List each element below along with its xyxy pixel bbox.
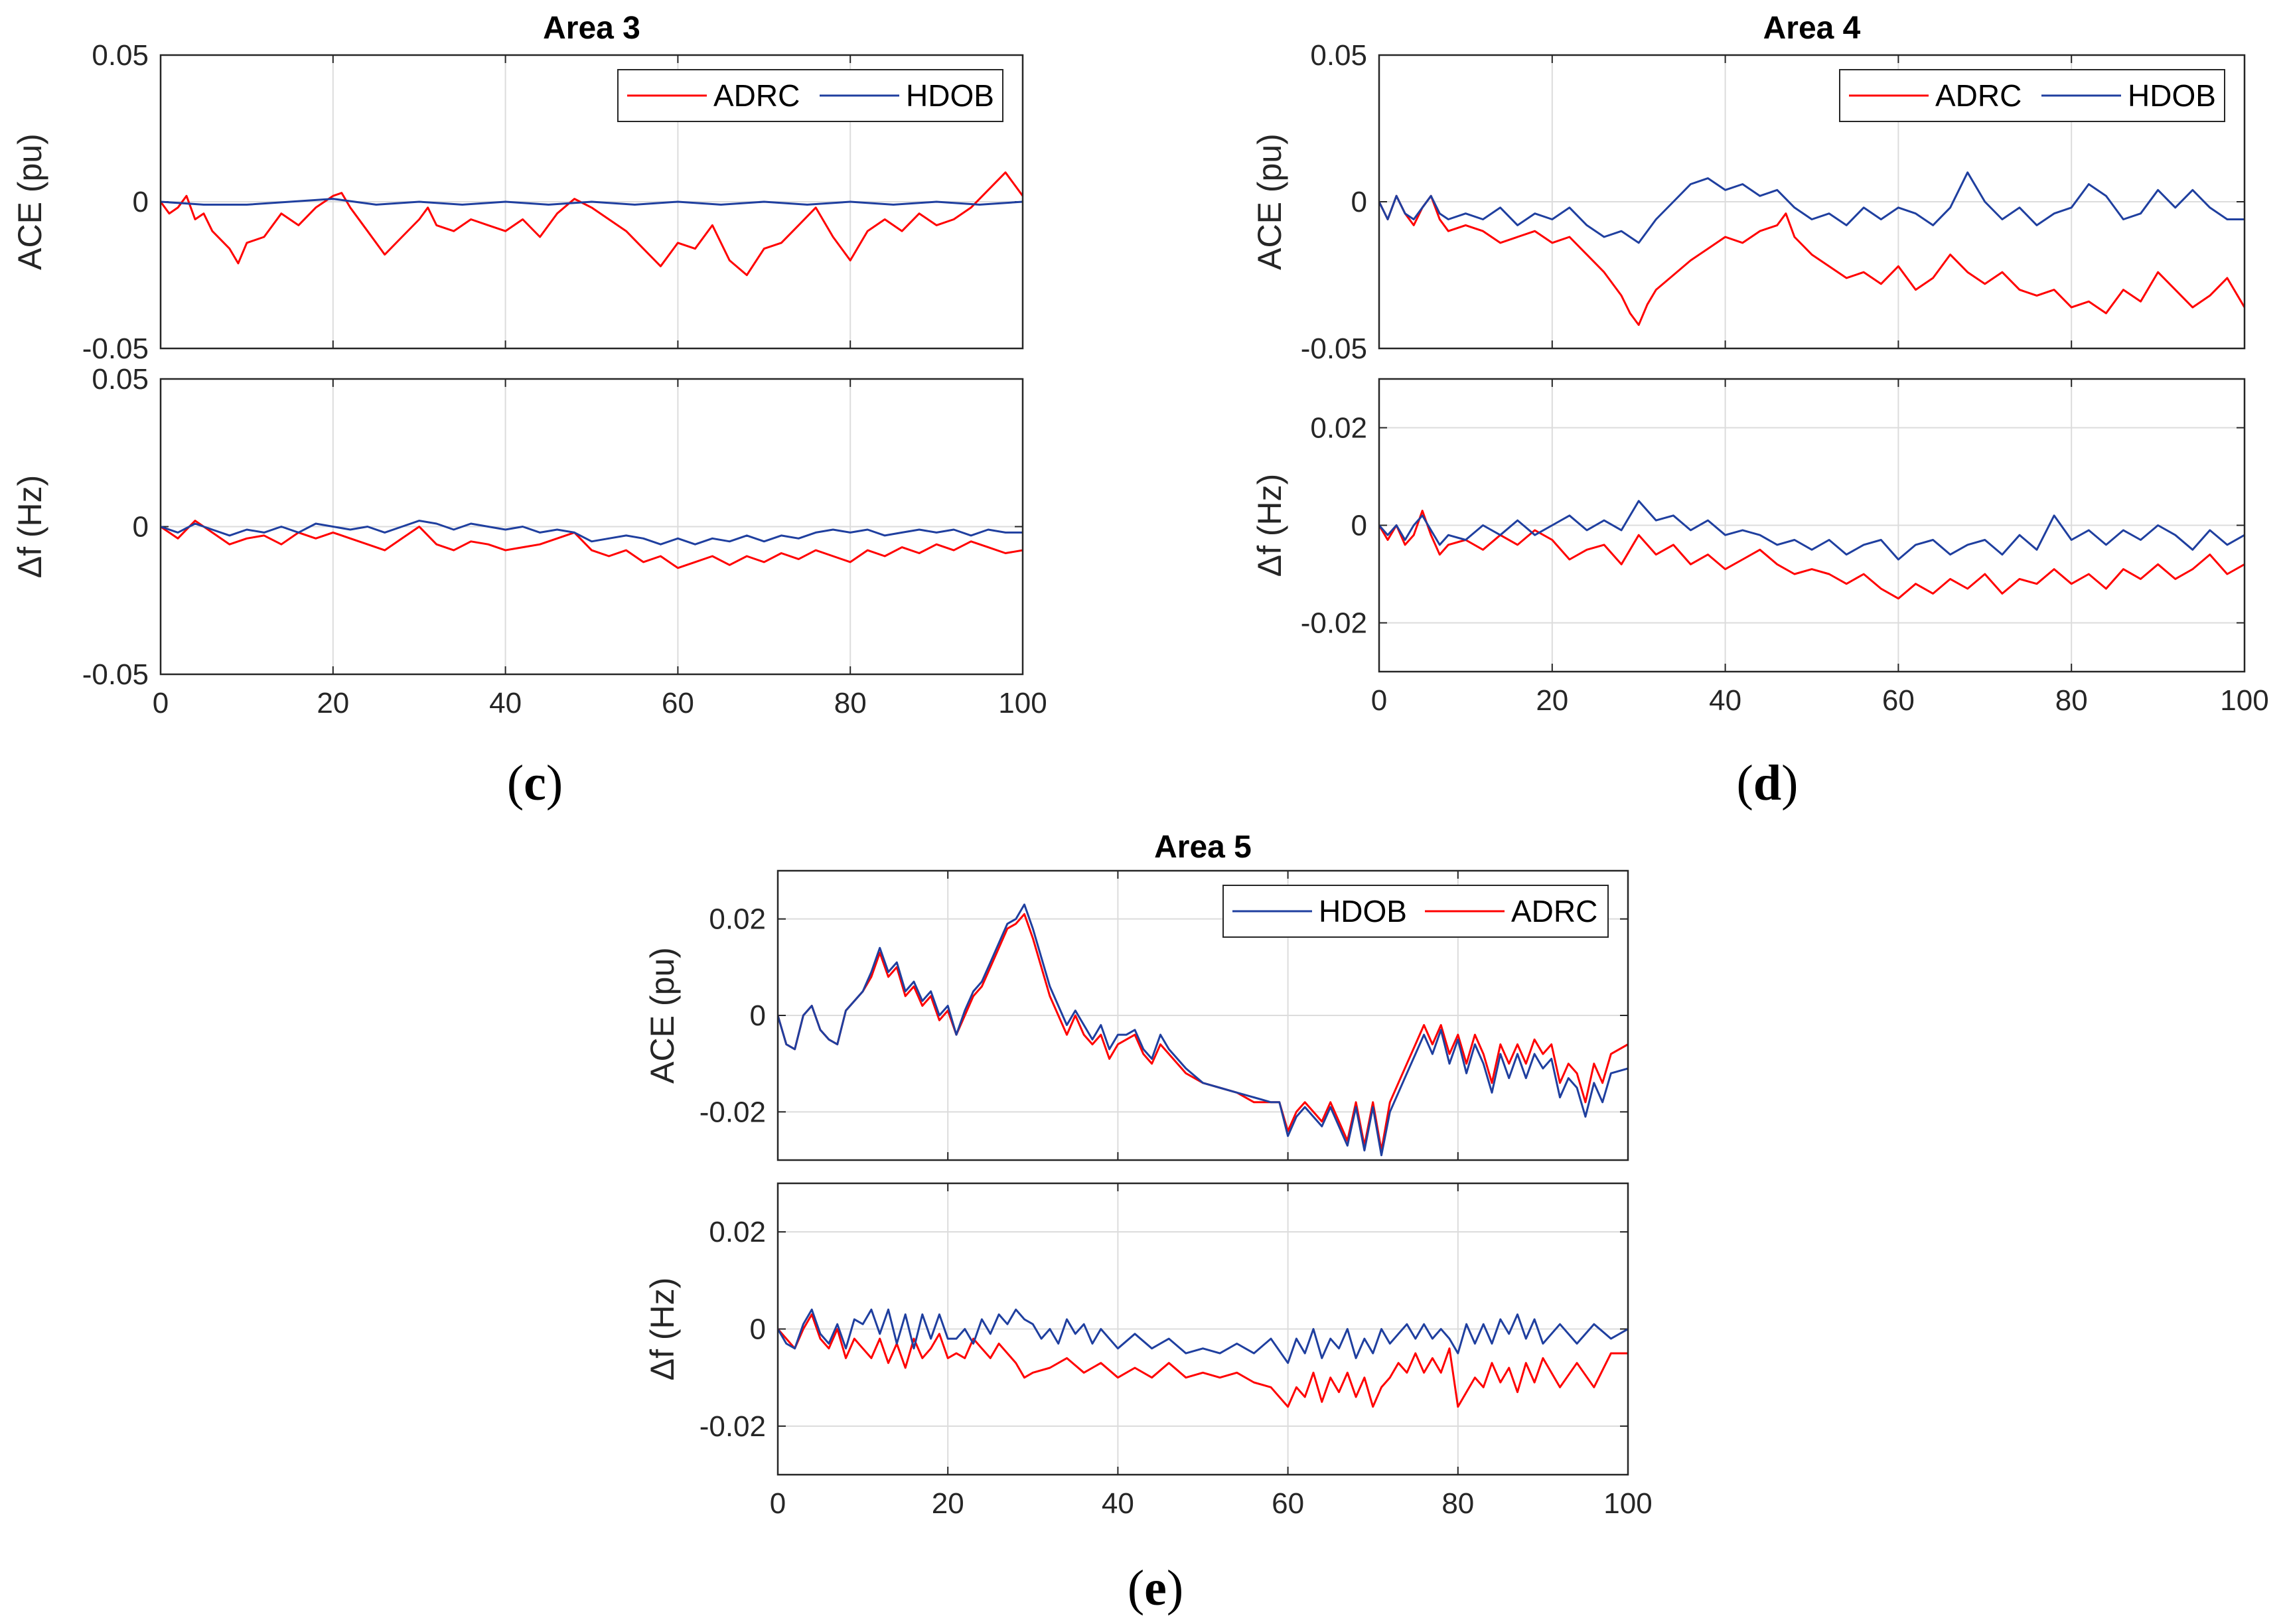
y-tick-label: 0 — [750, 1313, 766, 1346]
x-tick-label: 0 — [153, 687, 169, 719]
y-tick-label: 0 — [1351, 510, 1367, 542]
caption-open: ( — [507, 755, 524, 811]
legend-label-adrc: ADRC — [713, 78, 800, 113]
axes-box — [1378, 54, 2246, 350]
x-tick-label: 40 — [489, 687, 522, 719]
series-line-adrc — [1379, 194, 2245, 327]
x-tick-label: 0 — [770, 1487, 786, 1520]
panel-caption: (e) — [1128, 1560, 1183, 1616]
y-tick-label: 0.05 — [1310, 39, 1367, 72]
axes-box — [1378, 378, 2246, 673]
x-tick-label: 60 — [1272, 1487, 1304, 1520]
x-tick-label: 20 — [1536, 684, 1568, 717]
legend: ADRC HDOB — [1839, 69, 2225, 122]
caption-open: ( — [1737, 755, 1753, 811]
subplot-df: 0 20 40 60 80 100 0.02 0 -0.02 Δf (Hz) — [1251, 378, 2269, 717]
y-tick-label: 0.05 — [92, 39, 149, 72]
y-tick-label: 0.02 — [709, 903, 766, 936]
x-tick-label: 80 — [1441, 1487, 1474, 1520]
series-line-hdob — [778, 903, 1628, 1157]
y-axis-label: ACE (pu) — [644, 947, 681, 1084]
y-axis-label: ACE (pu) — [1251, 133, 1288, 270]
y-tick-label: -0.02 — [700, 1410, 766, 1443]
legend-label-adrc: ADRC — [1935, 78, 2022, 113]
y-tick-label: -0.02 — [700, 1096, 766, 1128]
legend-label-hdob: HDOB — [2128, 78, 2216, 113]
subplot-ace: 0.02 0 -0.02 ACE (pu) HDOB ADRC — [644, 869, 1629, 1161]
y-tick-label: 0 — [1351, 186, 1367, 218]
caption-letter: d — [1753, 755, 1781, 811]
y-tick-label: -0.05 — [82, 332, 149, 365]
x-tick-label: 80 — [834, 687, 867, 719]
x-tick-label: 60 — [1882, 684, 1915, 717]
legend-label-hdob: HDOB — [1319, 894, 1407, 928]
y-tick-label: 0.02 — [1310, 412, 1367, 445]
x-tick-label: 0 — [1371, 684, 1387, 717]
series-line-hdob — [161, 520, 1023, 546]
y-tick-label: -0.02 — [1301, 607, 1367, 640]
y-axis-label: ACE (pu) — [11, 133, 48, 270]
panel-caption: (c) — [507, 755, 563, 811]
y-axis-label: Δf (Hz) — [644, 1278, 681, 1381]
y-axis-label: Δf (Hz) — [11, 475, 48, 579]
series-line-adrc — [161, 520, 1023, 569]
chart-title: Area 4 — [1763, 11, 1861, 46]
subplot-ace: 0.05 0 -0.05 ACE (pu) ADRC HDOB — [1251, 39, 2246, 365]
series-line-adrc — [778, 1313, 1628, 1408]
legend: HDOB ADRC — [1222, 885, 1609, 938]
x-tick-label: 20 — [317, 687, 349, 719]
axes-box — [776, 869, 1629, 1161]
caption-letter: e — [1144, 1560, 1167, 1616]
x-tick-label: 40 — [1102, 1487, 1134, 1520]
chart-d: Area 4 0.05 0 -0.05 ACE (pu) ADRC HDOB 0 20 40 60 8… — [1251, 11, 2269, 811]
y-axis-label: Δf (Hz) — [1251, 474, 1288, 577]
series-line-adrc — [161, 171, 1023, 276]
y-tick-label: 0 — [133, 186, 149, 218]
series-line-hdob — [1379, 171, 2245, 244]
x-tick-label: 100 — [998, 687, 1047, 719]
panel-caption: (d) — [1737, 755, 1799, 811]
caption-close: ) — [546, 755, 563, 811]
y-tick-label: 0.05 — [92, 363, 149, 396]
x-tick-label: 60 — [662, 687, 694, 719]
x-tick-label: 20 — [932, 1487, 964, 1520]
caption-letter: c — [524, 755, 546, 811]
caption-close: ) — [1781, 755, 1798, 811]
x-tick-label: 100 — [2220, 684, 2268, 717]
axes-box — [159, 54, 1024, 350]
legend-label-adrc: ADRC — [1511, 894, 1597, 928]
series-line-adrc — [778, 913, 1628, 1151]
y-tick-label: 0.02 — [709, 1216, 766, 1248]
caption-open: ( — [1128, 1560, 1144, 1616]
legend-label-hdob: HDOB — [906, 78, 994, 113]
series-line-hdob — [161, 198, 1023, 206]
axes-box — [159, 378, 1024, 676]
y-tick-label: -0.05 — [1301, 332, 1367, 365]
subplot-ace: 0.05 0 -0.05 ACE (pu) ADRC HDOB — [11, 39, 1024, 365]
x-tick-label: 40 — [1709, 684, 1741, 717]
y-tick-label: -0.05 — [82, 658, 149, 691]
series-line-hdob — [778, 1308, 1628, 1365]
x-tick-label: 100 — [1603, 1487, 1652, 1520]
chart-e: Area 5 0.02 0 -0.02 ACE (pu) HDOB ADRC 0 20 40 60 8… — [644, 830, 1653, 1616]
y-tick-label: 0 — [133, 511, 149, 544]
axes-box — [776, 1182, 1629, 1476]
caption-close: ) — [1167, 1560, 1183, 1616]
subplot-df: 0 20 40 60 80 100 0.02 0 -0.02 Δf (Hz) — [644, 1182, 1653, 1520]
chart-title: Area 5 — [1154, 830, 1252, 865]
chart-title: Area 3 — [543, 11, 640, 46]
y-tick-label: 0 — [750, 999, 766, 1032]
legend: ADRC HDOB — [617, 69, 1003, 122]
series-line-hdob — [1379, 500, 2245, 561]
x-tick-label: 80 — [2055, 684, 2088, 717]
